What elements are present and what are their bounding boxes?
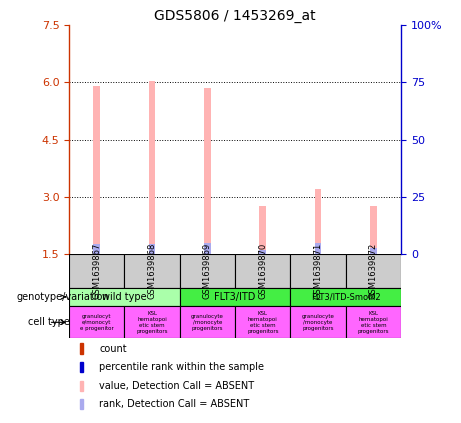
Text: GSM1639868: GSM1639868: [148, 242, 157, 299]
Text: KSL
hematopoi
etic stem
progenitors: KSL hematopoi etic stem progenitors: [358, 311, 389, 333]
Bar: [69, 306, 124, 338]
Text: cell type: cell type: [28, 317, 70, 327]
Bar: [290, 254, 346, 288]
Bar: [370, 206, 377, 254]
Text: FLT3/ITD-SmoM2: FLT3/ITD-SmoM2: [311, 292, 381, 302]
Text: genotype/variation: genotype/variation: [17, 292, 109, 302]
Title: GDS5806 / 1453269_at: GDS5806 / 1453269_at: [154, 9, 316, 23]
Bar: [346, 254, 401, 288]
Bar: [79, 362, 83, 372]
Text: rank, Detection Call = ABSENT: rank, Detection Call = ABSENT: [99, 399, 249, 409]
Bar: [204, 88, 211, 254]
Bar: [290, 306, 346, 338]
Bar: [315, 243, 321, 254]
Bar: [180, 306, 235, 338]
Text: value, Detection Call = ABSENT: value, Detection Call = ABSENT: [99, 381, 254, 391]
Text: GSM1639869: GSM1639869: [203, 243, 212, 299]
Bar: [180, 254, 235, 288]
Bar: [149, 244, 155, 254]
Bar: [260, 206, 266, 254]
Text: GSM1639872: GSM1639872: [369, 243, 378, 299]
Bar: [124, 306, 180, 338]
Bar: [94, 244, 100, 254]
Bar: [79, 399, 83, 409]
Bar: [235, 306, 290, 338]
Text: percentile rank within the sample: percentile rank within the sample: [99, 362, 264, 372]
Bar: [290, 288, 401, 306]
Bar: [79, 343, 83, 354]
Bar: [346, 306, 401, 338]
Text: KSL
hematopoi
etic stem
progenitors: KSL hematopoi etic stem progenitors: [247, 311, 278, 333]
Text: GSM1639867: GSM1639867: [92, 242, 101, 299]
Bar: [94, 86, 100, 254]
Bar: [69, 254, 124, 288]
Text: count: count: [99, 343, 127, 354]
Bar: [124, 254, 180, 288]
Bar: [370, 248, 377, 254]
Text: granulocyt
e/monocyt
e progenitor: granulocyt e/monocyt e progenitor: [80, 314, 114, 331]
Bar: [69, 288, 180, 306]
Bar: [260, 250, 266, 254]
Bar: [180, 288, 290, 306]
Text: granulocyte
/monocyte
progenitors: granulocyte /monocyte progenitors: [191, 314, 224, 331]
Text: GSM1639871: GSM1639871: [313, 243, 323, 299]
Bar: [149, 81, 155, 254]
Bar: [315, 189, 321, 254]
Bar: [79, 381, 83, 391]
Text: granulocyte
/monocyte
progenitors: granulocyte /monocyte progenitors: [301, 314, 335, 331]
Text: FLT3/ITD: FLT3/ITD: [214, 292, 256, 302]
Bar: [235, 254, 290, 288]
Text: wild type: wild type: [102, 292, 147, 302]
Text: GSM1639870: GSM1639870: [258, 243, 267, 299]
Bar: [204, 243, 211, 254]
Text: KSL
hematopoi
etic stem
progenitors: KSL hematopoi etic stem progenitors: [136, 311, 168, 333]
